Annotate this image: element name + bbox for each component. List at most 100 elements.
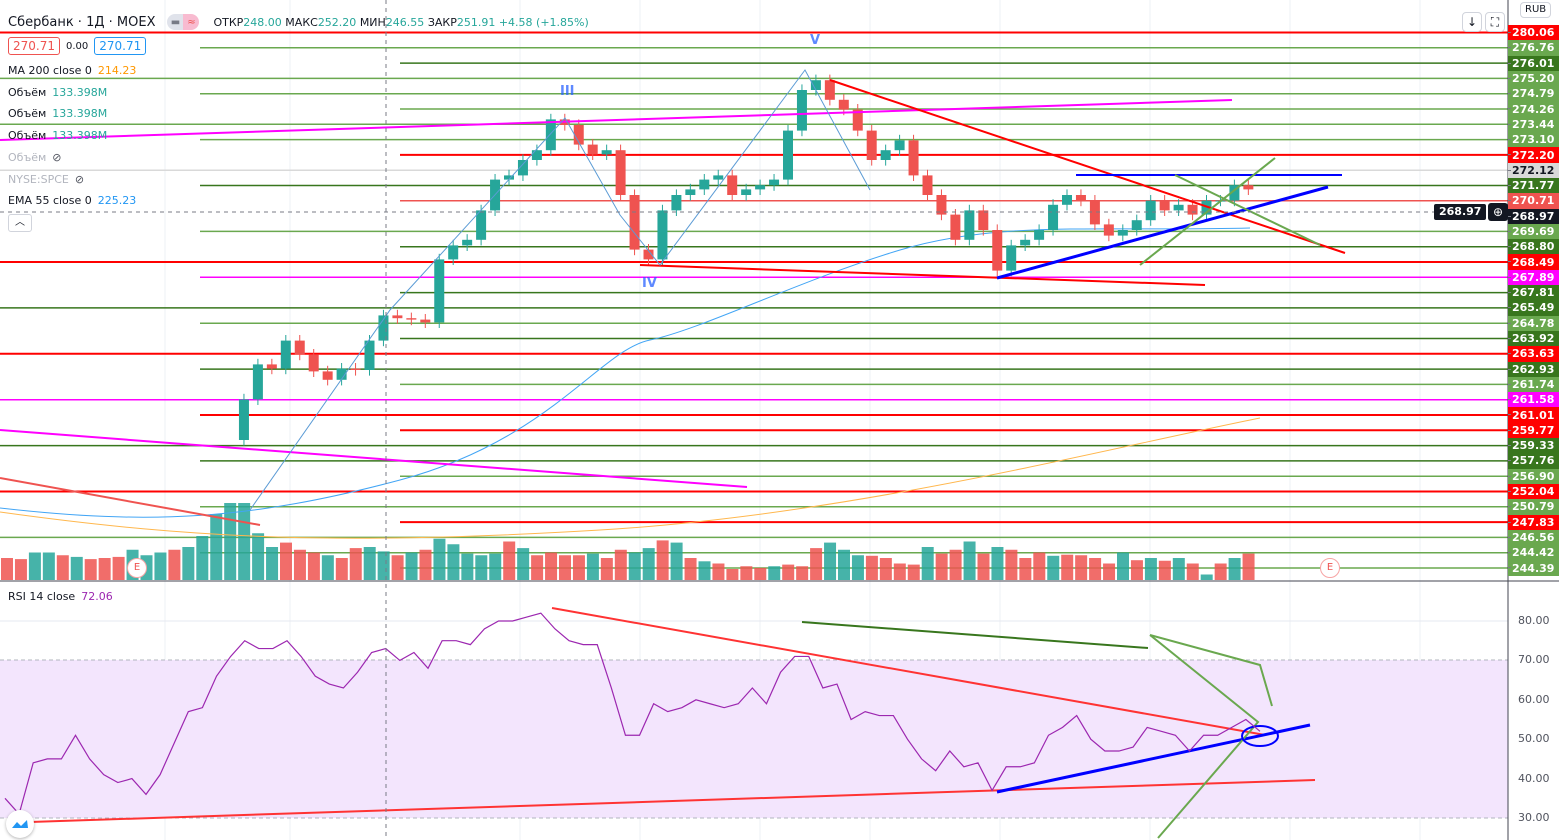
trendline-red-down[interactable]	[829, 79, 1346, 254]
fullscreen-button[interactable]: ⛶	[1485, 12, 1505, 32]
earnings-marker[interactable]: E	[1320, 558, 1340, 578]
trendline-green-2[interactable]	[1174, 174, 1321, 246]
candle-body	[392, 315, 403, 319]
candle-body	[1243, 185, 1254, 190]
tradingview-logo-icon[interactable]	[6, 810, 34, 838]
indicator-legend[interactable]: Объём 133.398M	[8, 86, 107, 99]
wave-label-v[interactable]: V	[810, 33, 821, 48]
price-level-label: 268.49	[1508, 254, 1559, 270]
buy-button[interactable]: 270.71	[94, 37, 147, 55]
price-level-label: 265.49	[1508, 300, 1559, 316]
candle-body	[1062, 195, 1072, 205]
price-level-label: 261.74	[1508, 376, 1559, 393]
candle-body	[769, 179, 780, 186]
candle-body	[587, 144, 598, 155]
symbol-legend[interactable]: Сбербанк · 1Д · MOEX ▬ ≈ ОТКР248.00 МАКС2…	[8, 14, 589, 30]
candle-body	[783, 130, 793, 180]
currency-badge[interactable]: RUB	[1520, 2, 1552, 18]
trendline-blue[interactable]	[996, 185, 1329, 280]
elliott-wave[interactable]	[249, 69, 871, 511]
trendline-red-left[interactable]	[0, 477, 261, 526]
volume-bar	[559, 555, 571, 580]
rsi-green-line[interactable]	[801, 621, 1149, 649]
volume-bar	[768, 566, 781, 580]
indicator-name: EMA 55 close 0	[8, 194, 92, 208]
trendline-red-base[interactable]	[639, 264, 1206, 286]
price-level-label: 270.71	[1508, 193, 1559, 209]
volume-bar	[196, 536, 209, 580]
wave-label-iv[interactable]: IV	[642, 276, 657, 291]
indicator-legend[interactable]: Объём ⊘	[8, 151, 62, 164]
volume-bar	[1214, 563, 1227, 580]
indicator-name: NYSE:SPCE	[8, 172, 69, 186]
add-alert-plus-icon[interactable]: ⊕	[1488, 203, 1508, 221]
indicator-legend[interactable]: MA 200 close 0 214.23	[8, 64, 136, 77]
hidden-eye-icon[interactable]: ⊘	[52, 150, 62, 164]
price-level-label: 271.77	[1508, 177, 1559, 194]
volume-bar	[1186, 563, 1199, 580]
rsi-red-resistance[interactable]	[551, 607, 1266, 736]
price-level-label: 257.76	[1508, 453, 1559, 469]
rsi-green-triangle[interactable]	[1149, 634, 1260, 839]
rsi-circle-mark[interactable]	[1241, 725, 1279, 747]
earnings-marker[interactable]: E	[127, 558, 147, 578]
rsi-blue-trend[interactable]	[996, 723, 1311, 794]
rsi-green-wedge[interactable]	[1149, 634, 1273, 707]
price-level-label: 273.44	[1508, 116, 1559, 133]
trendline-magenta-top[interactable]	[0, 99, 1233, 141]
volume-bar	[266, 547, 279, 580]
volume-bar	[893, 563, 906, 580]
rsi-red-support[interactable]	[29, 779, 1316, 823]
price-level-label: 274.26	[1508, 101, 1559, 117]
candle-body	[364, 340, 375, 370]
volume-bar	[391, 555, 404, 580]
symbol-title[interactable]: Сбербанк · 1Д · MOEX	[8, 14, 156, 30]
candle-body	[1089, 200, 1100, 225]
candle-body	[852, 109, 863, 131]
market-status[interactable]: ▬ ≈	[167, 14, 200, 30]
volume-bar	[56, 555, 69, 580]
volume-bar	[782, 564, 795, 580]
candle-body	[1020, 239, 1031, 246]
rsi-axis-tick: 50.00	[1518, 732, 1550, 746]
candle-body	[1006, 245, 1017, 271]
rsi-band	[0, 660, 1508, 818]
price-level-label: 262.93	[1508, 361, 1559, 377]
crosshair-price-label: 268.97	[1434, 204, 1486, 220]
scroll-to-latest-button[interactable]: ↓	[1462, 12, 1482, 32]
hidden-eye-icon[interactable]: ⊘	[74, 172, 85, 186]
drawings[interactable]	[0, 69, 1346, 839]
indicator-legend[interactable]: EMA 55 close 0 225.23	[8, 194, 136, 207]
sell-button[interactable]: 270.71	[8, 37, 60, 55]
candle-body	[406, 318, 417, 320]
volume-bar	[1144, 558, 1157, 580]
high-value: 252.20	[317, 15, 357, 29]
volume-bar	[656, 540, 669, 580]
volume-bar	[252, 533, 265, 580]
volume-bar	[531, 555, 544, 580]
spread-value: 0.00	[66, 40, 89, 52]
rsi-axis-tick: 80.00	[1518, 614, 1550, 627]
candle-body	[322, 371, 333, 380]
indicator-legend[interactable]: Объём 133.398M	[8, 107, 107, 120]
price-level-label: 261.58	[1508, 392, 1559, 408]
indicator-legend[interactable]: NYSE:SPCE ⊘	[8, 173, 84, 186]
indicator-legend[interactable]: Объём 133.398M	[8, 129, 107, 142]
collapse-legend-button[interactable]: ︿	[8, 214, 32, 232]
rsi-legend[interactable]: RSI 14 close 72.06	[8, 590, 113, 603]
volume-bar	[921, 547, 934, 580]
volume-bar	[740, 566, 753, 580]
price-level-label: 274.79	[1508, 86, 1559, 102]
price-level-label: 246.56	[1508, 529, 1559, 546]
price-axis[interactable]: 280.06 276.76 276.01 275.20 274.79 274.26 273.…	[1508, 25, 1559, 576]
indicator-name: MA 200 close 0	[8, 64, 92, 77]
wave-label-iii[interactable]: III	[560, 84, 575, 99]
candle-body	[252, 364, 263, 400]
trendline-magenta-bottom[interactable]	[0, 429, 748, 488]
trendline-green[interactable]	[1139, 157, 1276, 266]
indicator-name: Объём	[8, 129, 47, 143]
indicator-name: Объём	[8, 150, 47, 164]
price-level-label: 264.78	[1508, 315, 1559, 331]
